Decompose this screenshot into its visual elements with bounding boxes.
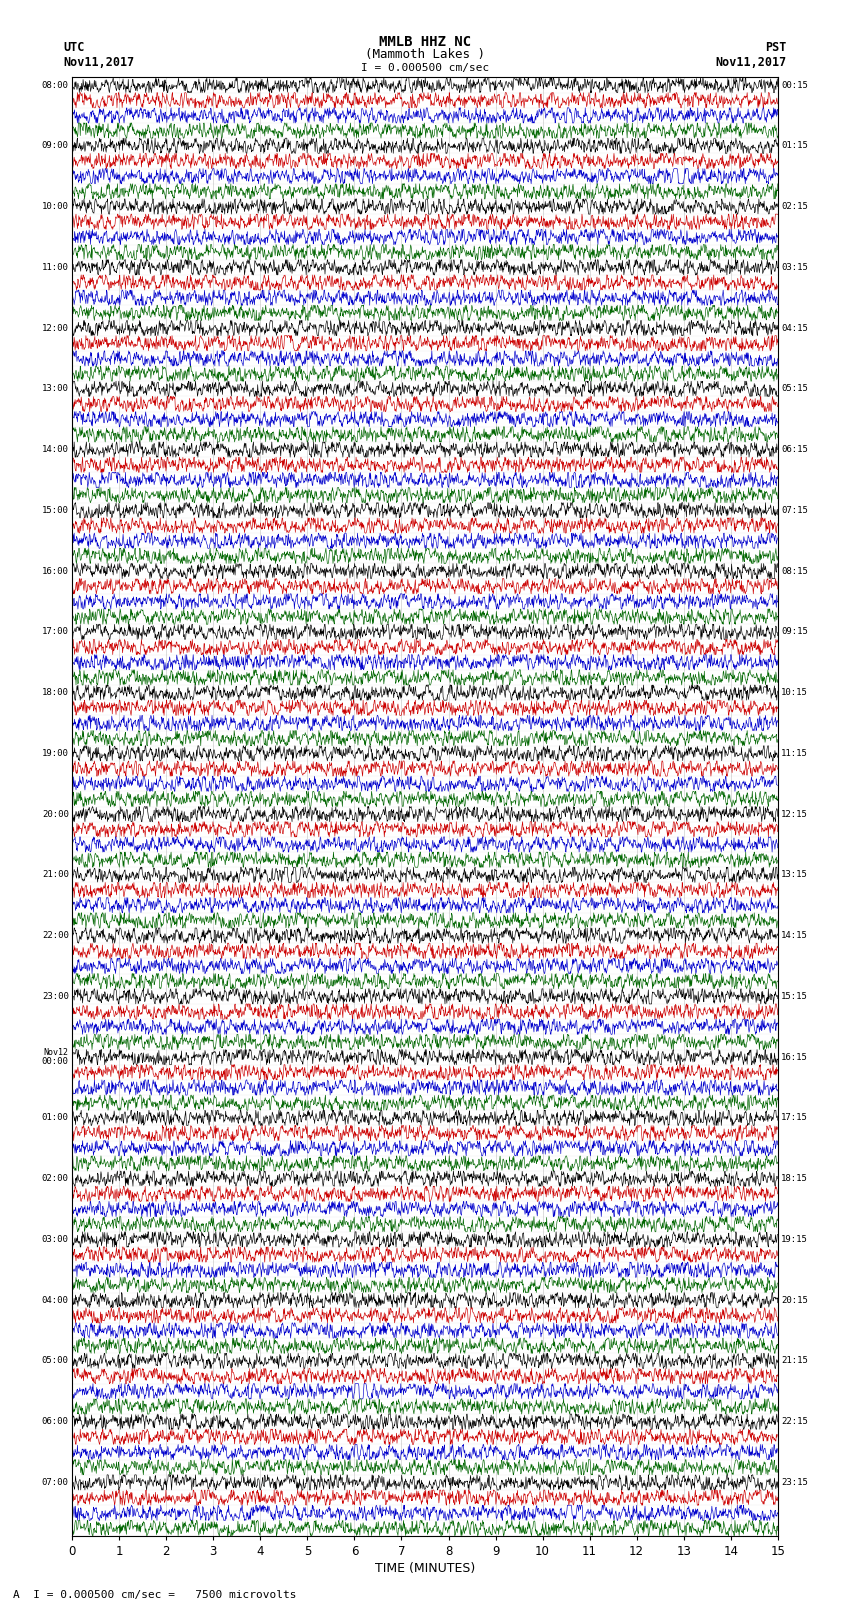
- Text: 06:15: 06:15: [781, 445, 808, 453]
- Text: 21:00: 21:00: [42, 871, 69, 879]
- Text: 15:15: 15:15: [781, 992, 808, 1000]
- Text: 12:00: 12:00: [42, 324, 69, 332]
- Text: 13:00: 13:00: [42, 384, 69, 394]
- Text: 22:15: 22:15: [781, 1418, 808, 1426]
- Text: 19:15: 19:15: [781, 1236, 808, 1244]
- Text: 03:15: 03:15: [781, 263, 808, 271]
- Text: 09:00: 09:00: [42, 142, 69, 150]
- Text: 00:00: 00:00: [42, 1057, 69, 1066]
- Text: 03:00: 03:00: [42, 1236, 69, 1244]
- Text: 22:00: 22:00: [42, 931, 69, 940]
- Text: 02:15: 02:15: [781, 202, 808, 211]
- Text: 04:00: 04:00: [42, 1295, 69, 1305]
- Text: 14:15: 14:15: [781, 931, 808, 940]
- Text: 15:00: 15:00: [42, 506, 69, 515]
- Text: PST
Nov11,2017: PST Nov11,2017: [715, 42, 786, 69]
- Text: Nov12: Nov12: [43, 1048, 69, 1057]
- Text: 18:15: 18:15: [781, 1174, 808, 1182]
- Text: 23:00: 23:00: [42, 992, 69, 1000]
- Text: 14:00: 14:00: [42, 445, 69, 453]
- Text: 07:00: 07:00: [42, 1478, 69, 1487]
- Text: 20:00: 20:00: [42, 810, 69, 818]
- Text: 17:00: 17:00: [42, 627, 69, 636]
- Text: 23:15: 23:15: [781, 1478, 808, 1487]
- Text: 01:15: 01:15: [781, 142, 808, 150]
- Text: 13:15: 13:15: [781, 871, 808, 879]
- Text: 16:00: 16:00: [42, 566, 69, 576]
- Text: 06:00: 06:00: [42, 1418, 69, 1426]
- Text: A  I = 0.000500 cm/sec =   7500 microvolts: A I = 0.000500 cm/sec = 7500 microvolts: [13, 1590, 297, 1600]
- Text: 20:15: 20:15: [781, 1295, 808, 1305]
- Text: 09:15: 09:15: [781, 627, 808, 636]
- Text: 08:15: 08:15: [781, 566, 808, 576]
- Text: (Mammoth Lakes ): (Mammoth Lakes ): [365, 48, 485, 61]
- Text: 11:15: 11:15: [781, 748, 808, 758]
- Text: 05:15: 05:15: [781, 384, 808, 394]
- Text: UTC
Nov11,2017: UTC Nov11,2017: [64, 42, 135, 69]
- Text: 07:15: 07:15: [781, 506, 808, 515]
- Text: 10:15: 10:15: [781, 689, 808, 697]
- Text: 17:15: 17:15: [781, 1113, 808, 1123]
- Text: 01:00: 01:00: [42, 1113, 69, 1123]
- Text: MMLB HHZ NC: MMLB HHZ NC: [379, 35, 471, 50]
- Text: 12:15: 12:15: [781, 810, 808, 818]
- Text: 19:00: 19:00: [42, 748, 69, 758]
- Text: 02:00: 02:00: [42, 1174, 69, 1182]
- Text: 05:00: 05:00: [42, 1357, 69, 1365]
- Text: 21:15: 21:15: [781, 1357, 808, 1365]
- X-axis label: TIME (MINUTES): TIME (MINUTES): [375, 1561, 475, 1574]
- Text: 11:00: 11:00: [42, 263, 69, 271]
- Text: 18:00: 18:00: [42, 689, 69, 697]
- Text: 16:15: 16:15: [781, 1053, 808, 1061]
- Text: 00:15: 00:15: [781, 81, 808, 89]
- Text: 10:00: 10:00: [42, 202, 69, 211]
- Text: I = 0.000500 cm/sec: I = 0.000500 cm/sec: [361, 63, 489, 73]
- Text: 08:00: 08:00: [42, 81, 69, 89]
- Text: 04:15: 04:15: [781, 324, 808, 332]
